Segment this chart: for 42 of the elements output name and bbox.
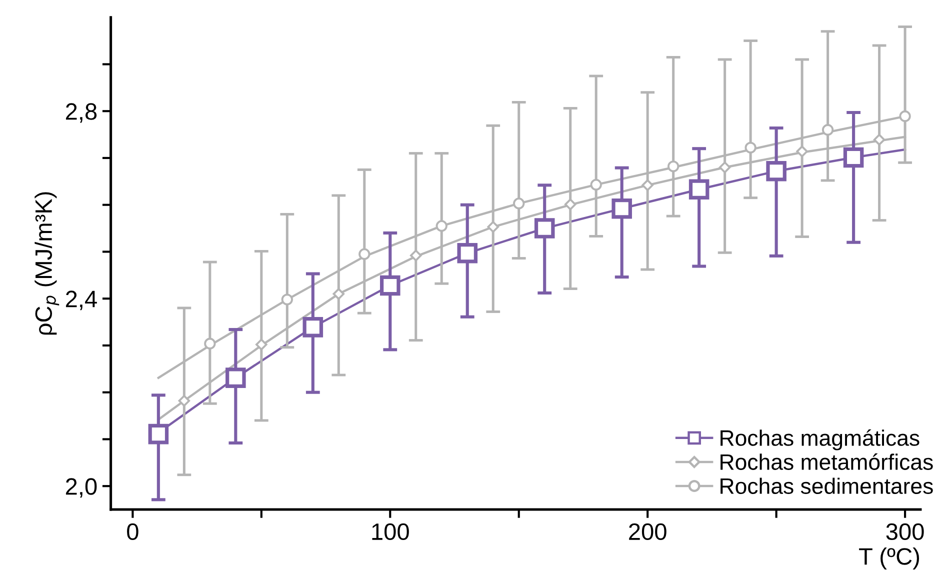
point [688, 179, 710, 200]
x-axis-title: T (ºC) [859, 548, 920, 570]
x-tick-label: 200 [629, 523, 666, 540]
legend-label: Rochas sedimentares [720, 478, 933, 494]
point [487, 221, 499, 233]
point [457, 242, 478, 264]
point [718, 161, 731, 174]
point [358, 248, 370, 260]
y-tick-label: 2,8 [66, 103, 97, 123]
x-tick-label: 100 [372, 523, 409, 540]
point [873, 134, 886, 146]
x-tick-label: 300 [886, 523, 924, 540]
y-axis-title: ρC$_{p}$ (MJ/m³K) [34, 192, 60, 335]
point [410, 250, 422, 262]
x-tick-label: 0 [127, 523, 138, 540]
legend-label: Rochas magmáticas [720, 429, 920, 450]
point [766, 160, 786, 182]
point [667, 160, 680, 172]
point [178, 394, 190, 407]
point [534, 218, 555, 238]
legend-label: Rochas metamórficas [720, 453, 933, 470]
point [822, 124, 834, 136]
point [590, 178, 602, 191]
point [564, 198, 576, 210]
point [513, 198, 525, 210]
point [332, 288, 345, 300]
point [612, 198, 632, 219]
point [796, 146, 808, 158]
point [256, 338, 268, 350]
point [899, 110, 911, 122]
point [436, 220, 448, 232]
point [843, 147, 864, 168]
point [281, 294, 293, 306]
point [204, 338, 216, 350]
point [148, 424, 169, 444]
point [744, 142, 756, 154]
y-tick-label: 2,0 [66, 478, 97, 498]
point [642, 179, 654, 192]
point [302, 317, 324, 338]
y-tick-label: 2,4 [66, 290, 97, 310]
point [226, 368, 246, 388]
point [380, 275, 400, 296]
